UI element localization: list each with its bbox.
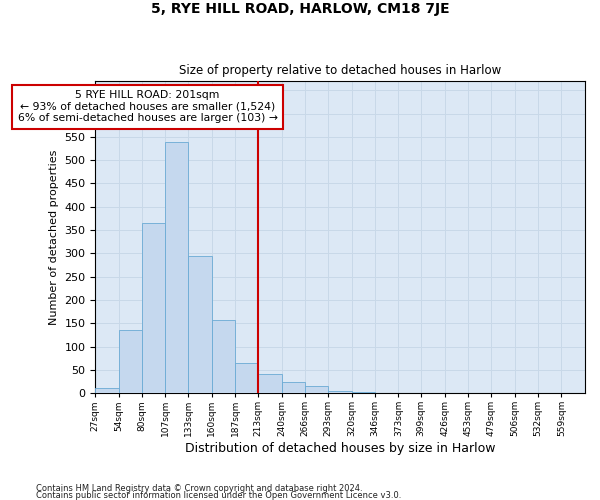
Bar [142, 223, 165, 393]
Text: 5 RYE HILL ROAD: 201sqm
← 93% of detached houses are smaller (1,524)
6% of semi-: 5 RYE HILL ROAD: 201sqm ← 93% of detache… [17, 90, 278, 124]
Text: 5, RYE HILL ROAD, HARLOW, CM18 7JE: 5, RYE HILL ROAD, HARLOW, CM18 7JE [151, 2, 449, 16]
Bar [95, 388, 119, 393]
Text: Contains public sector information licensed under the Open Government Licence v3: Contains public sector information licen… [36, 491, 401, 500]
Bar [305, 386, 328, 393]
Bar [119, 330, 142, 393]
Bar [328, 391, 352, 393]
Bar [258, 374, 282, 393]
Bar [212, 320, 235, 393]
Y-axis label: Number of detached properties: Number of detached properties [49, 150, 59, 324]
Bar [352, 392, 374, 393]
X-axis label: Distribution of detached houses by size in Harlow: Distribution of detached houses by size … [185, 442, 495, 455]
Bar [165, 142, 188, 393]
Text: Contains HM Land Registry data © Crown copyright and database right 2024.: Contains HM Land Registry data © Crown c… [36, 484, 362, 493]
Bar [282, 382, 305, 393]
Bar [188, 256, 212, 393]
Bar [235, 363, 258, 393]
Title: Size of property relative to detached houses in Harlow: Size of property relative to detached ho… [179, 64, 501, 77]
